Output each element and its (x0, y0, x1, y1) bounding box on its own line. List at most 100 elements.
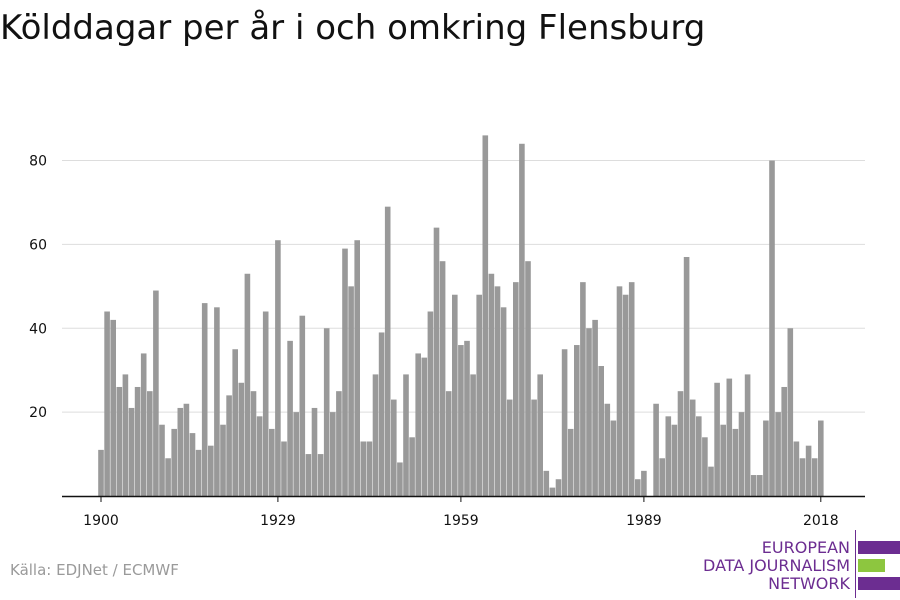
bar-1998 (696, 416, 702, 496)
bar-1937 (323, 328, 330, 496)
logo-divider (855, 530, 856, 598)
bar-1979 (580, 282, 586, 496)
bar-2013 (787, 328, 794, 496)
bar-1941 (348, 286, 354, 496)
bar-1978 (574, 345, 580, 496)
bar-1961 (470, 374, 476, 496)
bar-1983 (604, 403, 611, 496)
bar-1902 (110, 319, 116, 496)
bar-1987 (628, 282, 635, 496)
bar-1984 (610, 420, 617, 496)
bar-2001 (714, 382, 720, 496)
bar-1970 (525, 261, 531, 496)
y-tick-labels: 20 40 60 80 (29, 154, 47, 422)
bar-1967 (506, 399, 513, 496)
bar-2018 (818, 420, 824, 496)
bar-1909 (153, 290, 159, 496)
bar-1975 (555, 479, 562, 496)
bar-1900 (98, 449, 104, 496)
bar-1986 (622, 294, 629, 496)
bar-1964 (488, 273, 495, 496)
bar-1985 (616, 286, 623, 496)
bar-1997 (689, 399, 696, 496)
bar-2016 (805, 445, 812, 496)
bar-1982 (598, 366, 604, 496)
logo-bar-green (858, 559, 885, 572)
bar-1924 (244, 273, 251, 496)
bar-1953 (421, 357, 428, 496)
bar-1994 (671, 424, 678, 496)
bar-1919 (214, 307, 220, 496)
bar-1973 (543, 470, 550, 496)
bar-2000 (708, 466, 714, 496)
bar-2005 (738, 412, 745, 496)
logo-line-1: EUROPEAN (761, 538, 850, 557)
bar-1966 (500, 307, 507, 496)
bar-1911 (165, 458, 171, 496)
bar-1972 (537, 374, 543, 496)
bar-1949 (397, 462, 403, 496)
bar-1977 (567, 428, 574, 496)
bar-1916 (195, 449, 202, 496)
bar-1912 (171, 428, 177, 496)
bar-1950 (403, 374, 409, 496)
bar-2002 (720, 424, 726, 496)
chart-title: Kölddagar per år i och omkring Flensburg (0, 8, 706, 48)
bars (98, 135, 824, 497)
bar-1989 (641, 470, 647, 496)
bar-1962 (476, 294, 482, 496)
bar-2003 (726, 378, 733, 496)
bar-1934 (305, 454, 312, 496)
bar-1965 (494, 286, 501, 496)
bar-1928 (269, 428, 275, 496)
bar-1971 (531, 399, 537, 496)
bar-1942 (354, 240, 360, 496)
bar-1995 (677, 391, 684, 496)
bar-1914 (183, 403, 190, 496)
bar-1959 (458, 345, 464, 496)
bar-1947 (384, 206, 391, 496)
bar-1906 (134, 386, 141, 496)
bar-1901 (104, 311, 110, 496)
bar-1963 (482, 135, 489, 497)
edjnet-logo[interactable]: EUROPEAN DATA JOURNALISM NETWORK (703, 528, 900, 600)
logo-line-2: DATA JOURNALISM (703, 556, 850, 575)
bar-1991 (653, 403, 659, 496)
bar-1905 (128, 407, 135, 496)
bar-1907 (140, 353, 147, 496)
y-tick-label-80: 80 (29, 154, 47, 170)
bar-1956 (439, 261, 446, 496)
bar-1903 (116, 386, 123, 496)
bar-1931 (287, 340, 293, 496)
bar-1980 (586, 328, 592, 496)
bar-1944 (366, 441, 373, 496)
bar-1925 (250, 391, 257, 496)
bar-1920 (220, 424, 226, 496)
bar-1918 (208, 445, 214, 496)
bar-1981 (592, 319, 598, 496)
x-tick-label-2018: 2018 (803, 513, 839, 529)
y-tick-label-20: 20 (29, 405, 47, 421)
bar-1993 (665, 416, 672, 496)
bar-1917 (201, 303, 208, 496)
bar-1946 (378, 332, 385, 496)
bar-1969 (519, 143, 525, 497)
y-tick-label-40: 40 (29, 321, 47, 337)
bar-1992 (659, 458, 665, 496)
x-tick-label-1959: 1959 (443, 513, 479, 529)
bar-1951 (409, 437, 415, 496)
bar-1948 (391, 399, 397, 496)
bar-1904 (122, 374, 129, 496)
bar-1910 (159, 424, 165, 496)
bar-2015 (799, 458, 806, 496)
bar-1930 (281, 441, 287, 496)
bar-1938 (330, 412, 336, 496)
x-tick-label-1989: 1989 (626, 513, 662, 529)
bar-2012 (781, 386, 787, 496)
bar-1933 (299, 315, 306, 496)
bar-2010 (769, 160, 775, 496)
bar-1952 (415, 353, 421, 496)
bar-1915 (189, 433, 196, 496)
bar-1976 (561, 349, 568, 496)
